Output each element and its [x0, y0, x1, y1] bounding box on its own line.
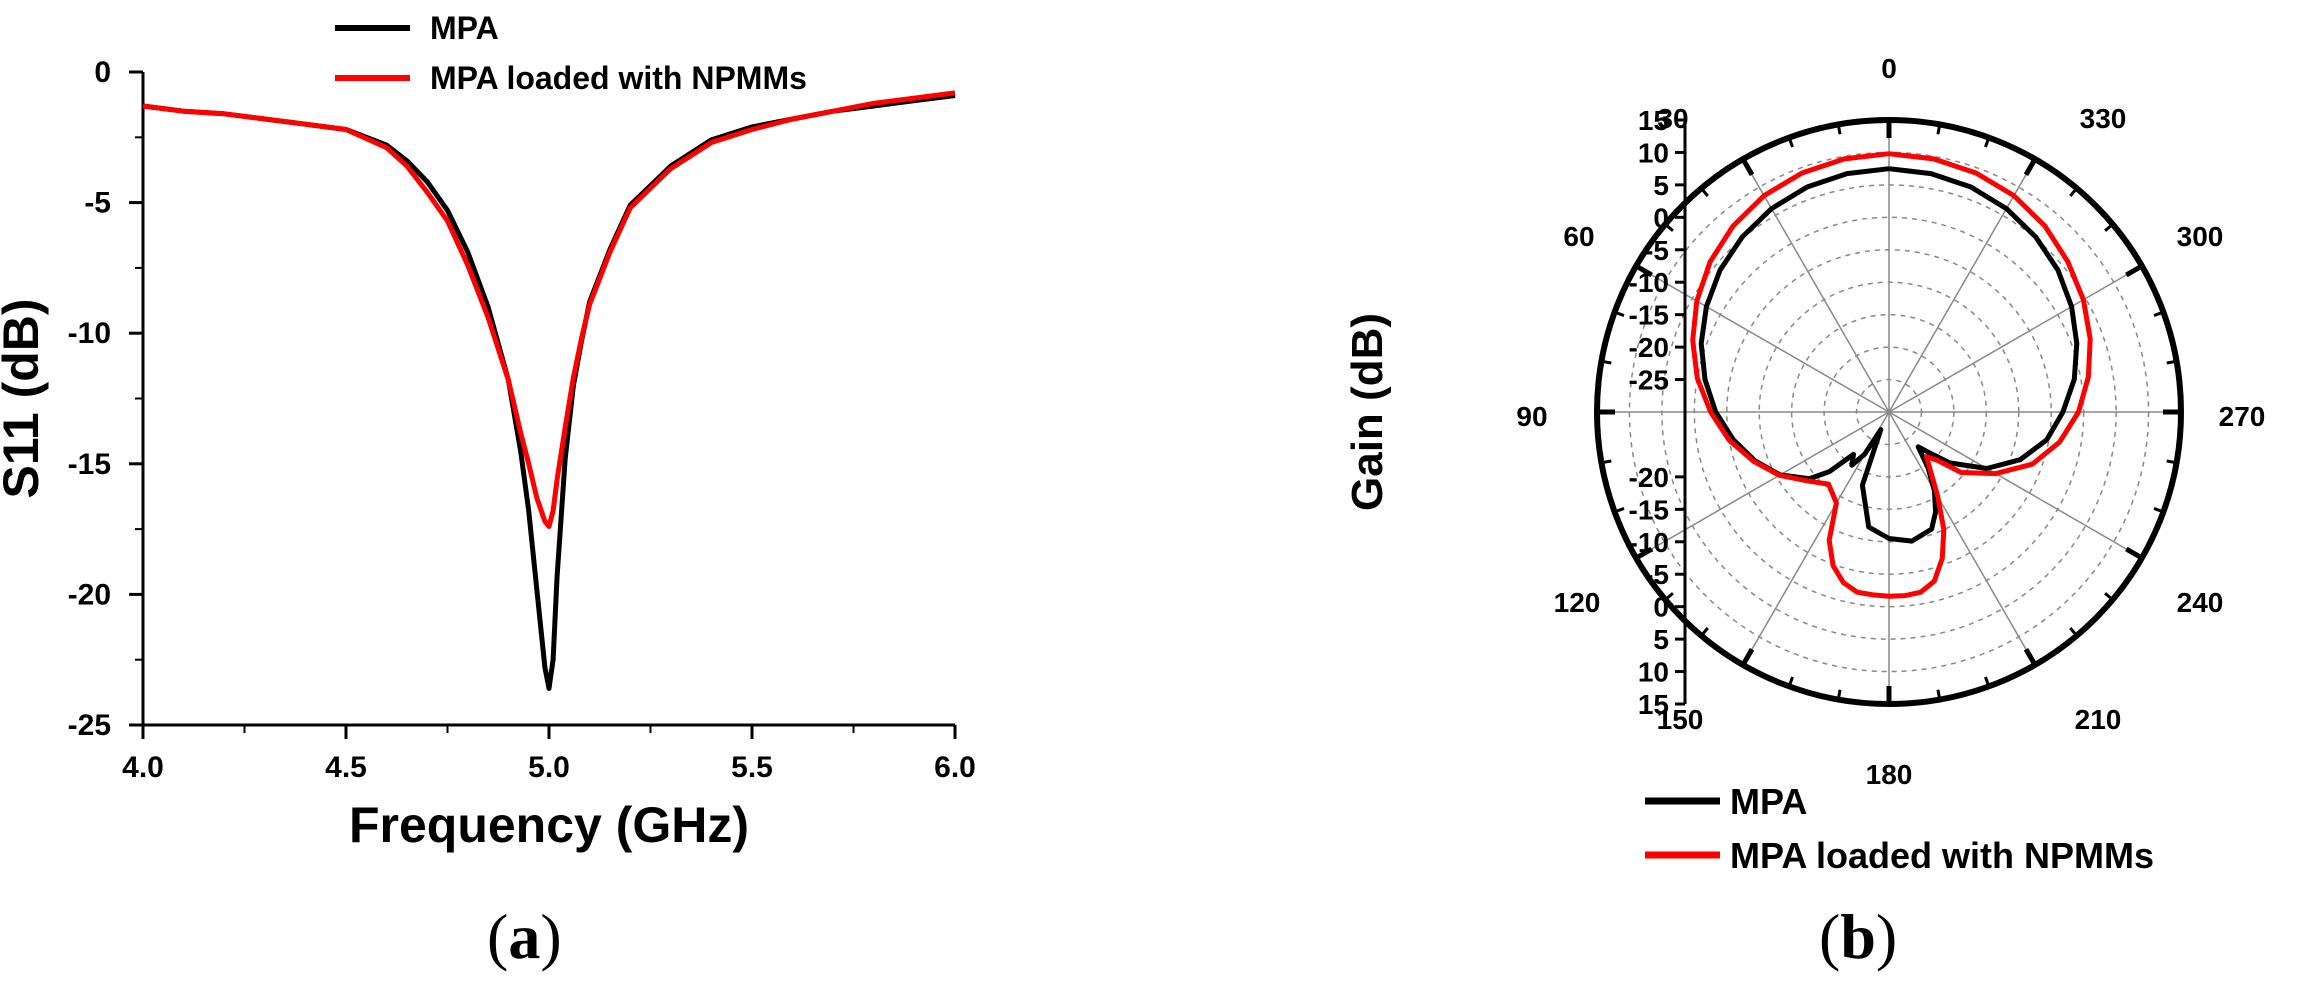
angle-tick-mark: [1700, 187, 1709, 197]
angle-label: 270: [2219, 401, 2266, 432]
angular-grid-spoke: [1888, 411, 2143, 559]
radial-tick-label: 15: [1638, 105, 1669, 136]
angle-tick-mark: [1787, 676, 1794, 687]
angle-label: 120: [1554, 587, 1601, 618]
legend-label: MPA: [1730, 781, 1807, 822]
angular-grid-spoke: [1888, 158, 2036, 413]
radial-tick-label: -25: [1629, 365, 1669, 396]
angle-tick-mark: [1836, 689, 1842, 700]
angle-tick-mark: [1700, 627, 1709, 637]
legend-label: MPA loaded with NPMMs: [430, 60, 807, 96]
radial-tick-label: 10: [1638, 657, 1669, 688]
radial-tick-label: 15: [1638, 689, 1669, 720]
y-tick-label: -5: [84, 187, 111, 220]
angle-tick-mark: [1614, 310, 1625, 317]
radial-tick-label: -10: [1629, 527, 1669, 558]
angle-tick-mark: [1634, 263, 1653, 278]
angle-tick-mark: [2023, 648, 2038, 667]
figure-a: 4.0 4.5 5.0 5.5 6.0 0 -5 -10 -15 -20 -25 Frequency …: [0, 10, 976, 853]
angle-label: 150: [1657, 704, 1704, 735]
angle-tick-mark: [2104, 592, 2114, 601]
angle-label: 60: [1563, 221, 1594, 252]
angle-tick-mark: [1984, 137, 1991, 148]
radial-tick-label: -5: [1644, 235, 1669, 266]
x-tick-label: 5.0: [528, 751, 570, 784]
series-curve-mpa-npmm: [1690, 151, 2093, 599]
chart-b-svg: 0330300270240210180150120906030151050-5-…: [1343, 53, 2266, 876]
angle-tick-mark: [1740, 648, 1755, 667]
chart-a-svg: 4.0 4.5 5.0 5.5 6.0 0 -5 -10 -15 -20 -25 Frequency …: [0, 10, 976, 853]
angle-tick-mark: [2069, 627, 2078, 637]
radial-tick-label: -15: [1629, 300, 1669, 331]
angular-grid-spoke: [1742, 158, 1890, 413]
angle-tick-mark: [1601, 459, 1612, 465]
angle-label: 300: [2177, 221, 2224, 252]
angle-label: 90: [1516, 401, 1547, 432]
radial-tick-label: 0: [1653, 592, 1669, 623]
angle-tick-mark: [2069, 187, 2078, 197]
angle-tick-mark: [2104, 223, 2114, 232]
series-curve-mpa: [1698, 166, 2080, 544]
angular-grid-spoke: [1888, 411, 2036, 666]
angle-tick-mark: [2166, 359, 2177, 365]
angular-grid-spoke: [1635, 265, 1890, 413]
radial-tick-label: -20: [1629, 462, 1669, 493]
angle-tick-mark: [1787, 137, 1794, 148]
angle-tick-mark: [1664, 223, 1674, 232]
radial-axis-label: Gain (dB): [1343, 313, 1392, 511]
caption-a: (a): [487, 901, 562, 972]
y-tick-label: 0: [94, 56, 111, 89]
y-tick-label: -20: [68, 578, 111, 611]
series-line-mpa-npmm: [142, 90, 956, 529]
angle-tick-mark: [1634, 546, 1653, 561]
angle-label: 240: [2177, 587, 2224, 618]
angle-label: 330: [2080, 103, 2127, 134]
angle-label: 0: [1881, 53, 1897, 84]
y-tick-label: -25: [68, 709, 111, 742]
radial-tick-label: 5: [1653, 170, 1669, 201]
x-tick-label: 6.0: [934, 751, 976, 784]
radial-tick-label: -5: [1644, 559, 1669, 590]
angle-tick-mark: [1664, 592, 1674, 601]
figure-b: 0 330 300 270 240 210 180 150 120 90 60 30 15 10 5 0 -5-…: [1300, 0, 2321, 905]
y-axis-label: S11 (dB): [0, 298, 49, 498]
angle-tick-mark: [2125, 546, 2144, 561]
angle-tick-mark: [2153, 507, 2164, 514]
x-tick-label: 4.5: [325, 751, 367, 784]
legend-label: MPA: [430, 10, 499, 46]
y-tick-label: -10: [68, 317, 111, 350]
angle-tick-mark: [2153, 310, 2164, 317]
angle-tick-mark: [1740, 157, 1755, 176]
radial-tick-label: 10: [1638, 137, 1669, 168]
angle-label: 180: [1866, 759, 1913, 790]
angle-tick-mark: [1936, 689, 1942, 700]
radial-tick-label: -10: [1629, 267, 1669, 298]
x-tick-label: 5.5: [731, 751, 773, 784]
angle-tick-mark: [1984, 676, 1991, 687]
angular-grid-spoke: [1888, 265, 2143, 413]
angle-tick-mark: [2023, 157, 2038, 176]
angular-grid-spoke: [1635, 411, 1890, 559]
angle-tick-mark: [2166, 459, 2177, 465]
y-tick-label: -15: [68, 448, 111, 481]
angle-tick-mark: [2125, 263, 2144, 278]
angle-tick-mark: [1836, 124, 1842, 135]
radial-tick-label: -20: [1629, 332, 1669, 363]
angle-label: 210: [2075, 704, 2122, 735]
radial-tick-label: 5: [1653, 624, 1669, 655]
angle-tick-mark: [1614, 507, 1625, 514]
x-tick-label: 4.0: [122, 751, 164, 784]
angle-tick-mark: [1601, 359, 1612, 365]
series-line-mpa: [142, 93, 956, 691]
angle-tick-mark: [1936, 124, 1942, 135]
radial-tick-label: 0: [1653, 202, 1669, 233]
caption-b: (b): [1819, 901, 1898, 972]
x-axis-label: Frequency (GHz): [349, 797, 749, 853]
legend-label: MPA loaded with NPMMs: [1730, 835, 2154, 876]
radial-tick-label: -15: [1629, 494, 1669, 525]
